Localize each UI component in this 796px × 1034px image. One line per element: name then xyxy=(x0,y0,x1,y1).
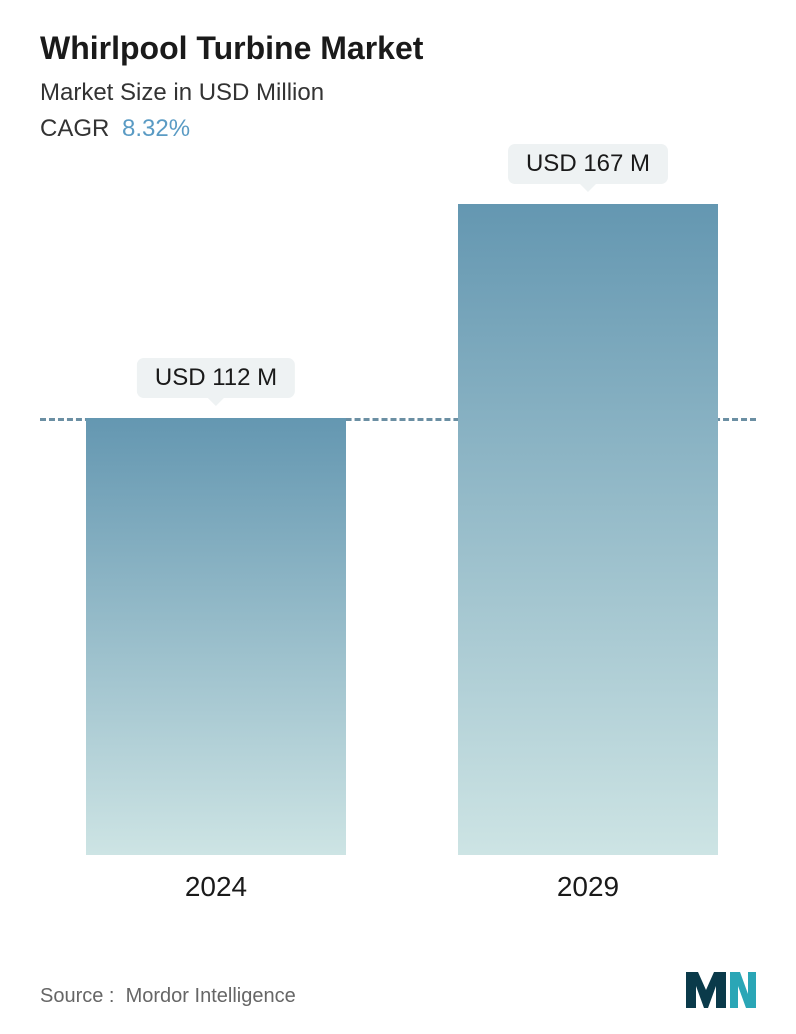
bar-value-label: USD 167 M xyxy=(508,144,668,184)
bar-wrap: USD 167 M xyxy=(458,204,718,855)
footer: Source : Mordor Intelligence xyxy=(40,966,756,1008)
bar xyxy=(86,418,346,855)
bar-wrap: USD 112 M xyxy=(86,418,346,855)
source-label: Source : xyxy=(40,985,114,1007)
cagr-label: CAGR xyxy=(40,115,109,142)
year-label: 2029 xyxy=(458,871,718,903)
source-name: Mordor Intelligence xyxy=(126,985,296,1007)
chart-area: USD 112 M 2024 USD 167 M 2029 xyxy=(40,183,756,903)
cagr-value: 8.32% xyxy=(122,115,190,142)
mn-logo-icon xyxy=(686,966,756,1008)
cagr-row: CAGR 8.32% xyxy=(40,115,756,143)
source-text: Source : Mordor Intelligence xyxy=(40,985,296,1008)
chart-subtitle: Market Size in USD Million xyxy=(40,79,756,107)
year-label: 2024 xyxy=(86,871,346,903)
brand-logo xyxy=(686,966,756,1008)
bar xyxy=(458,204,718,855)
chart-title: Whirlpool Turbine Market xyxy=(40,30,756,67)
bar-value-label: USD 112 M xyxy=(137,358,295,398)
